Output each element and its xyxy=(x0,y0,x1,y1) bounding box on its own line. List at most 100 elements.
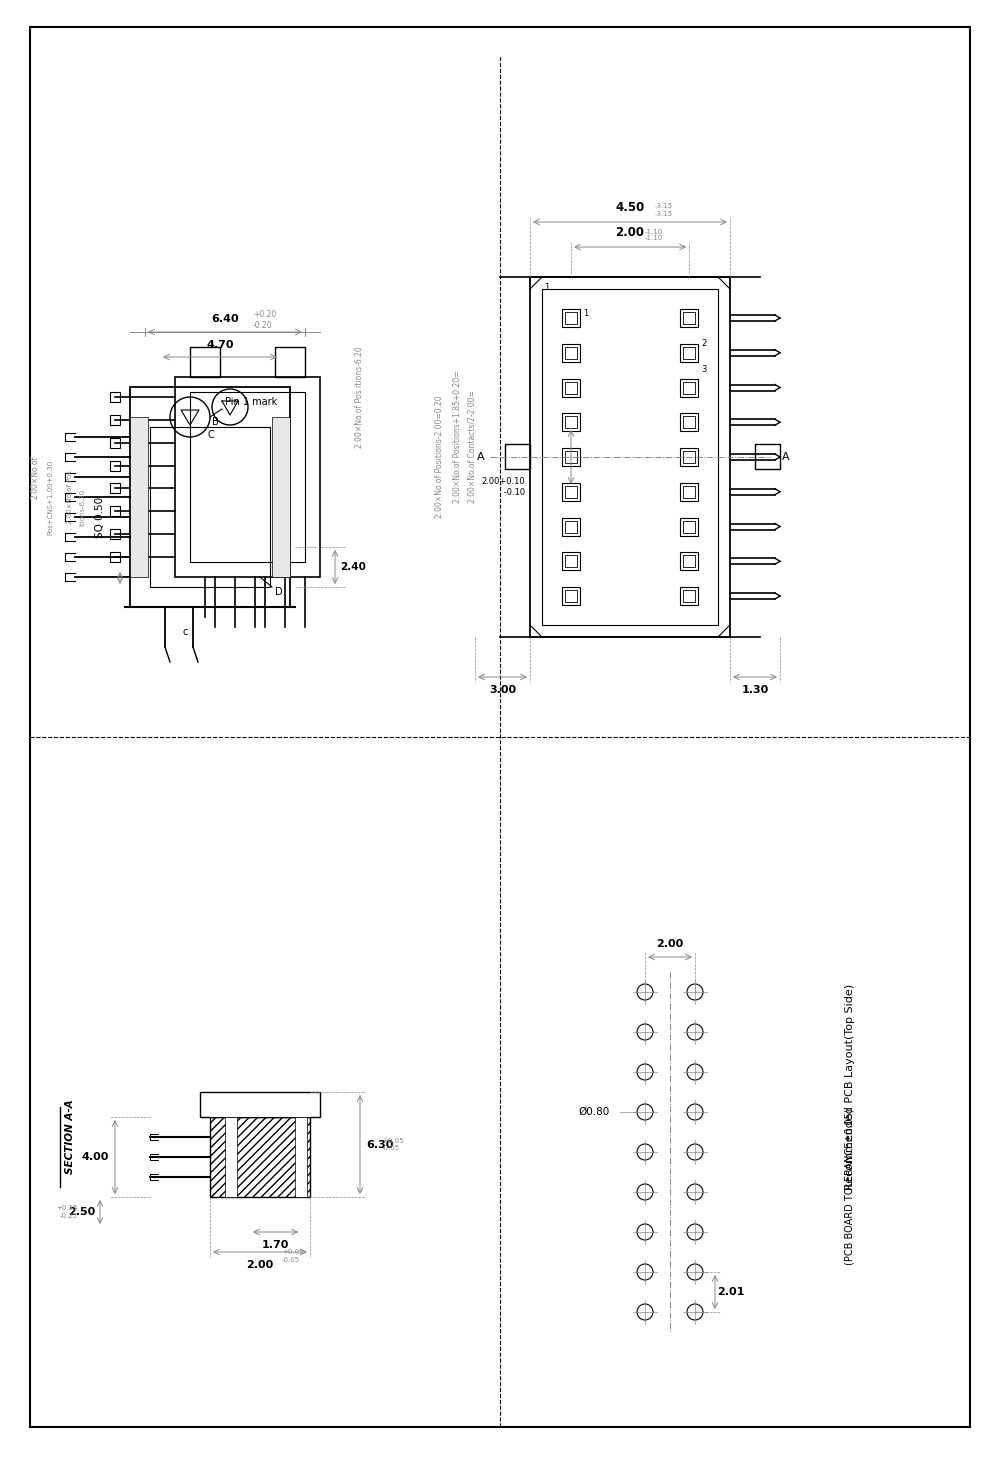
Bar xyxy=(150,427,270,587)
Text: +0.05
-0.05: +0.05 -0.05 xyxy=(382,1138,404,1151)
Text: 1.30: 1.30 xyxy=(741,685,769,695)
Bar xyxy=(680,447,698,466)
Text: 2.40: 2.40 xyxy=(340,562,366,573)
Bar xyxy=(110,392,120,402)
Text: C: C xyxy=(208,430,215,440)
Text: 3: 3 xyxy=(701,364,706,373)
Bar xyxy=(562,309,580,326)
Text: 2.00×No.of Positions+1.85+0.20=: 2.00×No.of Positions+1.85+0.20= xyxy=(452,370,462,503)
Bar xyxy=(680,379,698,396)
Bar xyxy=(210,1107,310,1118)
Text: 2.00×No.of Pos itions-6.20: 2.00×No.of Pos itions-6.20 xyxy=(355,347,364,447)
Bar xyxy=(110,437,120,447)
Text: itions-6.20: itions-6.20 xyxy=(79,488,85,526)
Bar xyxy=(562,344,580,361)
Text: 3.00: 3.00 xyxy=(489,685,516,695)
Text: 1: 1 xyxy=(544,283,550,291)
Text: c: c xyxy=(182,627,188,637)
Bar xyxy=(190,392,305,562)
Text: A: A xyxy=(477,452,485,462)
Bar xyxy=(565,485,577,498)
Text: 6.40: 6.40 xyxy=(211,315,239,323)
Bar xyxy=(562,414,580,431)
Text: 2.00: 2.00 xyxy=(246,1260,274,1271)
Text: 2: 2 xyxy=(701,339,706,348)
Bar xyxy=(110,484,120,494)
Text: Recommended PCB Layout(Top Side): Recommended PCB Layout(Top Side) xyxy=(845,983,855,1190)
Text: 2.00: 2.00 xyxy=(616,226,644,239)
Text: A: A xyxy=(782,452,790,462)
Text: 2.00: 2.00 xyxy=(656,938,684,949)
Bar xyxy=(562,447,580,466)
Bar xyxy=(683,485,695,498)
Bar xyxy=(680,414,698,431)
Bar xyxy=(680,517,698,536)
Bar xyxy=(542,288,718,625)
Bar xyxy=(275,347,305,377)
Text: -3.15
-3.15: -3.15 -3.15 xyxy=(655,204,673,217)
Text: 2.00×No.of Contacts/2-2.00=: 2.00×No.of Contacts/2-2.00= xyxy=(468,390,477,504)
Bar xyxy=(562,552,580,570)
Bar xyxy=(565,347,577,358)
Text: 2.00×No.of: 2.00×No.of xyxy=(30,456,40,498)
Bar xyxy=(562,587,580,605)
Bar xyxy=(683,555,695,567)
Bar xyxy=(190,347,220,377)
Bar xyxy=(680,344,698,361)
Bar xyxy=(505,444,530,469)
Bar xyxy=(683,590,695,602)
Bar xyxy=(565,452,577,463)
Bar xyxy=(680,482,698,501)
Text: 2.00×No.of Positions-2.00=0.20: 2.00×No.of Positions-2.00=0.20 xyxy=(436,396,444,519)
Bar xyxy=(680,587,698,605)
Bar xyxy=(130,388,290,608)
Text: Pos+CNS+1.00+0.30: Pos+CNS+1.00+0.30 xyxy=(47,459,53,535)
Bar xyxy=(683,382,695,393)
Bar xyxy=(565,382,577,393)
Text: SECTION A-A: SECTION A-A xyxy=(65,1100,75,1174)
Bar xyxy=(225,1118,237,1198)
Text: 4.70: 4.70 xyxy=(206,339,234,350)
Bar xyxy=(683,452,695,463)
Text: B: B xyxy=(212,417,219,427)
Text: 1: 1 xyxy=(583,309,588,319)
Bar xyxy=(680,552,698,570)
Text: +0.25
-0.25: +0.25 -0.25 xyxy=(57,1205,78,1218)
Bar xyxy=(683,520,695,532)
Text: 6.30: 6.30 xyxy=(366,1139,393,1150)
Text: Pin 1 mark: Pin 1 mark xyxy=(225,396,277,407)
Text: D: D xyxy=(275,587,283,597)
Bar xyxy=(110,506,120,516)
Text: 2.01: 2.01 xyxy=(717,1287,744,1297)
Bar xyxy=(683,347,695,358)
Bar xyxy=(530,277,730,637)
Text: (PCB BOARD TOLERANCE±0.05): (PCB BOARD TOLERANCE±0.05) xyxy=(845,1109,855,1265)
Bar xyxy=(200,1091,320,1118)
Bar xyxy=(110,415,120,425)
Bar xyxy=(565,312,577,323)
Bar xyxy=(175,377,320,577)
Bar xyxy=(565,417,577,428)
Bar xyxy=(110,460,120,471)
Text: 4.00: 4.00 xyxy=(82,1152,109,1163)
Bar xyxy=(565,555,577,567)
Bar xyxy=(272,417,290,577)
Bar xyxy=(295,1118,307,1198)
Bar xyxy=(110,552,120,562)
Bar xyxy=(565,590,577,602)
Bar xyxy=(683,417,695,428)
Text: 2.50: 2.50 xyxy=(68,1206,95,1217)
Text: 2.00+0.10
      -0.10: 2.00+0.10 -0.10 xyxy=(481,478,525,497)
Text: 4.50: 4.50 xyxy=(615,201,645,214)
Bar xyxy=(130,417,148,577)
Text: SQ 0.50: SQ 0.50 xyxy=(95,497,105,538)
Bar xyxy=(562,482,580,501)
Text: 2.00×No.of Pos: 2.00×No.of Pos xyxy=(67,471,73,525)
Text: +0.05
-0.05: +0.05 -0.05 xyxy=(282,1250,304,1263)
Text: +0.20
-0.20: +0.20 -0.20 xyxy=(253,310,276,329)
Text: -1.10
-1.10: -1.10 -1.10 xyxy=(645,229,663,242)
Bar xyxy=(562,379,580,396)
Bar xyxy=(683,312,695,323)
Bar xyxy=(755,444,780,469)
Text: 1.70: 1.70 xyxy=(262,1240,289,1250)
